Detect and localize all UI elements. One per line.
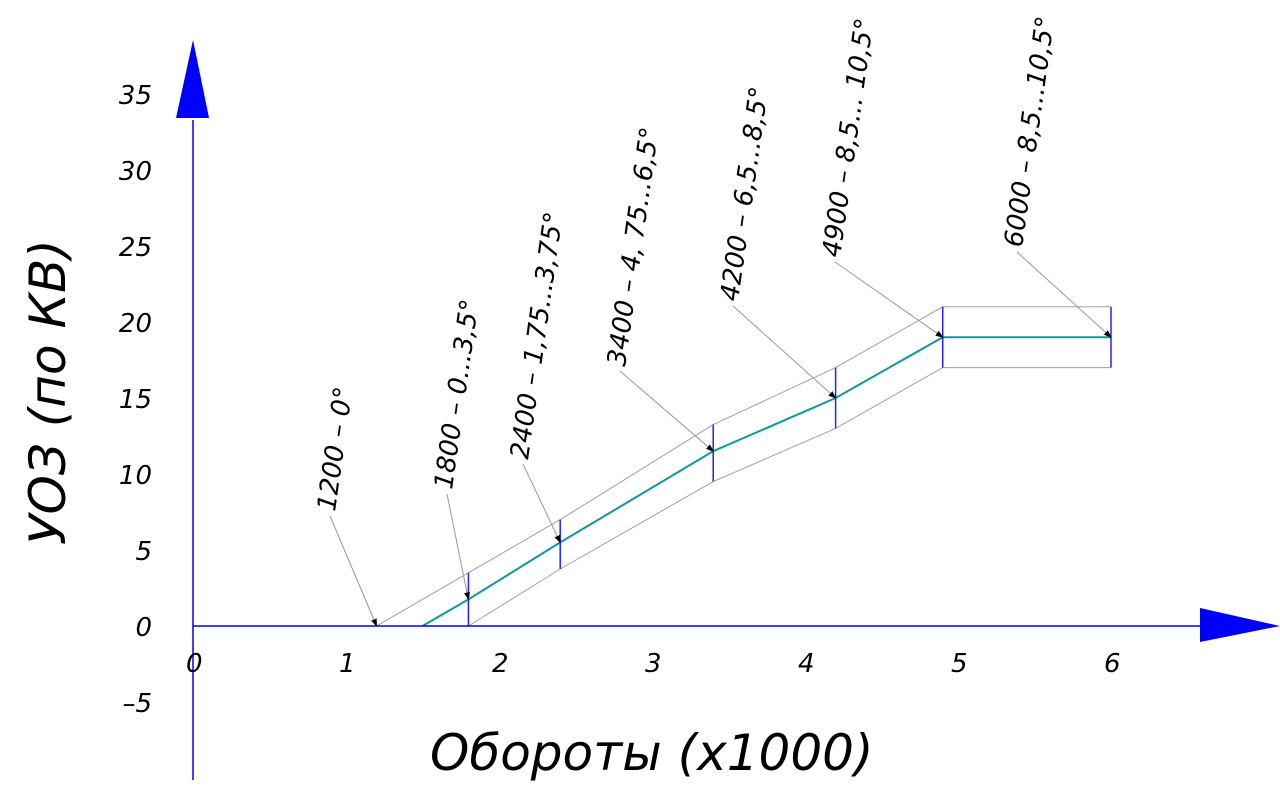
annotation-label: 6000 – 8,5...10,5°	[999, 14, 1061, 249]
y-tick-label: 20	[119, 309, 152, 339]
y-axis-arrow	[176, 40, 209, 118]
annotation-label: 2400 – 1,75...3,75°	[505, 210, 569, 461]
annotation-label: 1200 – 0°	[312, 385, 359, 513]
annotation-leader	[522, 463, 561, 544]
annotation-leader	[732, 305, 837, 399]
annotation-leader	[329, 515, 378, 627]
x-tick-label: 0	[186, 649, 203, 679]
annotation-leader	[1016, 251, 1112, 338]
x-tick-label: 1	[339, 649, 356, 679]
x-tick-label: 6	[1104, 649, 1121, 679]
annotation-label: 4200 – 6,5...8,5°	[715, 85, 775, 303]
series-lower-line	[468, 367, 1111, 627]
x-axis-arrow	[1200, 608, 1280, 642]
y-tick-label: 0	[135, 613, 152, 643]
x-tick-label: 5	[951, 649, 968, 679]
annotation-leader	[446, 493, 470, 601]
y-axis-title: УОЗ (по КВ)	[19, 239, 77, 545]
annotation-label: 3400 – 4, 75...6,5°	[602, 125, 665, 368]
x-tick-label: 3	[645, 649, 662, 679]
series-upper-line	[376, 306, 1111, 627]
y-tick-label: 30	[119, 157, 152, 187]
y-tick-label: 15	[119, 385, 152, 415]
annotation-leader	[619, 370, 714, 452]
annotation-leader	[834, 261, 944, 338]
x-tick-label: 4	[798, 649, 815, 679]
x-axis-title: Обороты (x1000)	[430, 724, 873, 782]
y-tick-label: 5	[135, 537, 152, 567]
y-tick-label: 35	[119, 81, 152, 111]
x-tick-label: 2	[492, 649, 509, 679]
annotation-label: 1800 – 0...3,5°	[429, 297, 485, 491]
y-tick-label: –5	[122, 689, 152, 719]
annotation-label: 4900 – 8,5... 10,5°	[817, 16, 880, 259]
y-tick-label: 25	[119, 233, 152, 263]
y-tick-label: 10	[119, 461, 152, 491]
